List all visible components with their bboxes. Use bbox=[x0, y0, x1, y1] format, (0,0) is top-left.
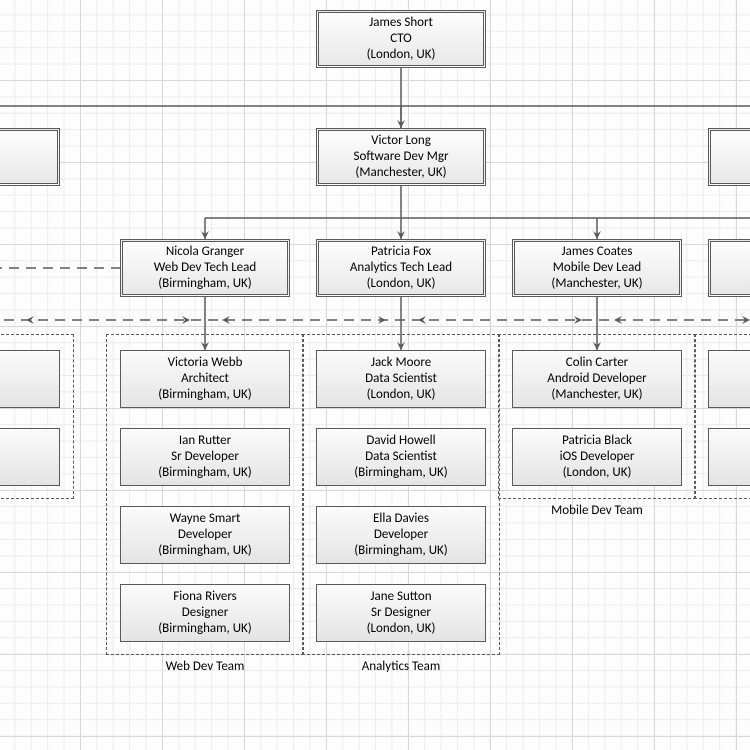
org-node-ana_lead: Patricia FoxAnalytics Tech Lead(London, … bbox=[316, 239, 486, 297]
node-loc: (London, UK) bbox=[367, 47, 436, 63]
org-node-web_lead: Nicola GrangerWeb Dev Tech Lead(Birmingh… bbox=[120, 239, 290, 297]
node-loc: (London, UK) bbox=[367, 276, 436, 292]
node-role: Mobile Dev Lead bbox=[553, 260, 641, 276]
team-label-t_ana: Analytics Team bbox=[311, 659, 491, 674]
team-box-t_web bbox=[106, 334, 304, 655]
node-loc: (Manchester, UK) bbox=[355, 165, 446, 181]
org-node-qa: MaQA(Lo bbox=[708, 128, 750, 186]
node-name: Nicola Granger bbox=[166, 244, 244, 260]
org-node-coord: inatorUK) bbox=[0, 128, 60, 186]
node-role: Analytics Tech Lead bbox=[350, 260, 452, 276]
node-name: Victor Long bbox=[371, 133, 431, 149]
team-label-t_st: Softw bbox=[703, 503, 750, 518]
team-box-t_left bbox=[0, 334, 74, 499]
node-role: Software Dev Mgr bbox=[354, 149, 449, 165]
node-name: James Short bbox=[369, 15, 433, 31]
org-node-st_lead: OS(Birm bbox=[708, 239, 750, 297]
team-label-t_left: ny bbox=[0, 503, 65, 518]
node-name: James Coates bbox=[562, 244, 633, 260]
node-role: CTO bbox=[390, 31, 412, 47]
node-name: Patricia Fox bbox=[371, 244, 431, 260]
team-label-t_mob: Mobile Dev Team bbox=[507, 503, 687, 518]
team-box-t_ana bbox=[302, 334, 500, 655]
team-label-t_web: Web Dev Team bbox=[115, 659, 295, 674]
org-node-devmgr: Victor LongSoftware Dev Mgr(Manchester, … bbox=[316, 128, 486, 186]
node-loc: (Birmingham, UK) bbox=[158, 276, 252, 292]
org-chart-canvas: James ShortCTO(London, UK)inatorUK)Victo… bbox=[0, 0, 750, 750]
org-node-mob_lead: James CoatesMobile Dev Lead(Manchester, … bbox=[512, 239, 682, 297]
team-box-t_st bbox=[694, 334, 750, 499]
org-node-cto: James ShortCTO(London, UK) bbox=[316, 10, 486, 68]
node-loc: (Manchester, UK) bbox=[551, 276, 642, 292]
team-box-t_mob bbox=[498, 334, 696, 499]
node-role: Web Dev Tech Lead bbox=[154, 260, 256, 276]
